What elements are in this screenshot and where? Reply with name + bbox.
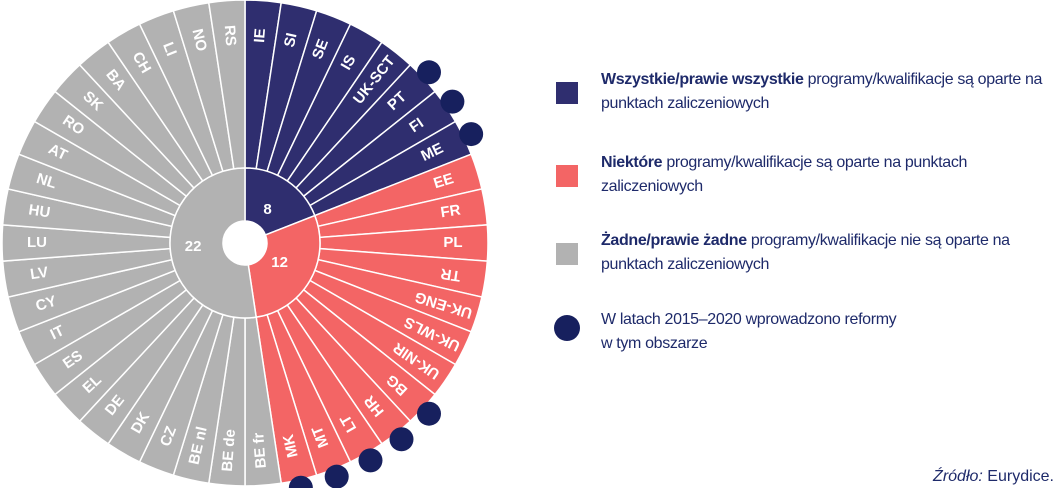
segment-label: NO [188,27,210,53]
legend-text: Wszystkie/prawie wszystkie programy/kwal… [601,68,1056,116]
legend-text: Niektóre programy/kwalifikacje są oparte… [601,151,1056,199]
legend-bold: Niektóre [601,154,663,171]
segment-label: IE [251,28,269,43]
segment-label: CY [34,293,59,315]
legend-swatch [556,243,578,265]
reform-dot [358,448,383,473]
source-text: Eurydice. [987,468,1054,485]
source: Źródło: Eurydice. [933,468,1054,486]
reform-dot [389,427,414,452]
segment-label: BE de [219,429,239,473]
segment-label: HU [27,201,51,221]
legend-label: programy/kwalifikacje są oparte na punkt… [601,154,968,195]
legend-dot [554,315,580,341]
center-hole [223,221,267,265]
legend-swatch [556,165,578,187]
legend-text: Żadne/prawie żadne programy/kwalifikacje… [601,229,1056,277]
group-count: 12 [271,254,288,271]
reform-dot [288,475,313,488]
segment-label: LI [159,40,180,59]
segment-label: TR [439,265,461,285]
legend-label: W latach 2015–2020 wprowadzono reformy w… [601,311,897,352]
segment-label: SE [309,37,332,62]
segment-label: AT [46,141,70,165]
segment-label: FR [439,202,461,222]
segment-label: LU [27,234,47,251]
reform-dot [416,401,441,426]
segment-label: MT [309,424,333,450]
reform-dot [416,60,441,85]
segment-label: SI [281,31,301,49]
segment-label: EE [432,170,456,192]
reform-dot [324,464,349,488]
legend-bold: Żadne/prawie żadne [601,232,747,249]
legend-bold: Wszystkie/prawie wszystkie [601,71,804,88]
segment-label: PL [443,234,462,251]
reform-dot [459,122,484,147]
segment-label: IT [48,322,67,343]
group-count: 22 [185,238,202,255]
group-wedge [169,167,258,319]
legend-label: programy/kwalifikacje są oparte na punkt… [601,71,1043,112]
segment-label: RS [221,25,240,47]
segment-label: LT [337,412,360,435]
legend-label: programy/kwalifikacje nie są oparte na p… [601,232,1010,273]
reform-dot [440,89,465,114]
segment-label: NL [34,170,58,192]
source-label: Źródło: [933,468,983,485]
segment-label: LV [29,264,49,284]
segment-label: CZ [157,424,180,449]
group-count: 8 [263,201,271,218]
segment-label: MK [280,432,302,459]
segment-label: BE fr [250,432,270,469]
legend-swatch [556,82,578,104]
